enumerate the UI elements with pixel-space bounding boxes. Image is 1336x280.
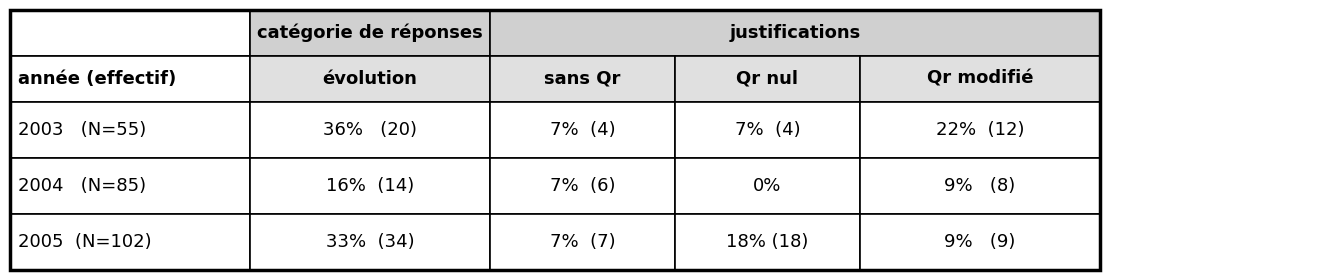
Bar [860,158,1100,214]
Bar [250,158,490,214]
Text: catégorie de réponses: catégorie de réponses [257,24,482,42]
Text: 16%  (14): 16% (14) [326,177,414,195]
Bar [860,102,1100,158]
Bar [490,56,675,102]
Bar [250,56,490,102]
Bar [675,214,860,270]
Text: 7%  (4): 7% (4) [735,121,800,139]
Bar [9,214,250,270]
Text: 33%  (34): 33% (34) [326,233,414,251]
Text: justifications: justifications [729,24,860,42]
Bar [9,10,250,56]
Text: Qr modifié: Qr modifié [927,70,1033,88]
Text: évolution: évolution [322,70,417,88]
Text: 2004   (N=85): 2004 (N=85) [17,177,146,195]
Text: 2005  (N=102): 2005 (N=102) [17,233,151,251]
Bar [490,102,675,158]
Bar [675,102,860,158]
Text: Qr nul: Qr nul [736,70,799,88]
Text: 22%  (12): 22% (12) [935,121,1025,139]
Bar [675,158,860,214]
Text: 2003   (N=55): 2003 (N=55) [17,121,146,139]
Text: 7%  (4): 7% (4) [549,121,616,139]
Bar [9,56,250,102]
Text: 9%   (9): 9% (9) [945,233,1015,251]
Text: sans Qr: sans Qr [544,70,621,88]
Text: année (effectif): année (effectif) [17,70,176,88]
Bar [250,102,490,158]
Text: 18% (18): 18% (18) [727,233,808,251]
Bar [490,214,675,270]
Text: 7%  (7): 7% (7) [549,233,616,251]
Bar [9,102,250,158]
Bar [675,56,860,102]
Bar [490,158,675,214]
Text: 36%   (20): 36% (20) [323,121,417,139]
Bar [860,56,1100,102]
Bar [9,158,250,214]
Bar [490,10,1100,56]
Text: 9%   (8): 9% (8) [945,177,1015,195]
Bar [9,10,1100,270]
Bar [860,214,1100,270]
Text: 7%  (6): 7% (6) [549,177,616,195]
Bar [250,10,490,56]
Text: 0%: 0% [754,177,782,195]
Bar [250,214,490,270]
